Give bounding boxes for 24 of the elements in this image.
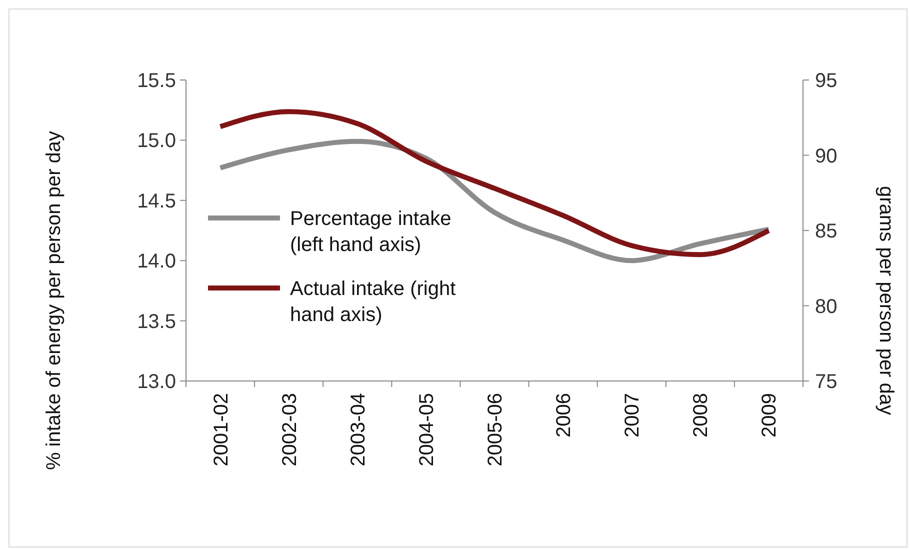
x-tick-label: 2005-06 xyxy=(484,393,506,466)
x-tick-label: 2004-05 xyxy=(416,393,438,466)
y2-tick-label: 95 xyxy=(815,70,838,92)
y-tick-label: 15.0 xyxy=(137,130,176,152)
y2-tick-label: 80 xyxy=(815,296,838,318)
x-tick-label: 2008 xyxy=(690,393,712,438)
y-tick-label: 14.5 xyxy=(137,190,176,212)
y-tick-label: 13.0 xyxy=(137,371,176,393)
x-tick-label: 2003-04 xyxy=(347,393,370,466)
y-tick-label: 14.0 xyxy=(137,250,176,273)
y-tick-label: 13.5 xyxy=(137,310,176,333)
x-tick-label: 2007 xyxy=(622,393,644,438)
legend-label: Actual intake (right hand axis) xyxy=(290,278,456,326)
y2-tick-label: 85 xyxy=(815,220,838,242)
y-axis-title: % intake of energy per person per day xyxy=(43,130,65,470)
y2-tick-label: 75 xyxy=(815,371,838,393)
y-tick-label: 15.5 xyxy=(137,70,176,92)
y2-axis-title: grams per person per day xyxy=(875,186,897,416)
legend-label: Percentage intake (left hand axis) xyxy=(290,208,452,256)
x-tick-label: 2006 xyxy=(553,393,576,438)
x-tick-label: 2009 xyxy=(758,393,781,438)
x-tick-label: 2002-03 xyxy=(278,393,301,466)
y2-tick-label: 90 xyxy=(815,145,838,168)
x-tick-label: 2001-02 xyxy=(210,393,232,466)
